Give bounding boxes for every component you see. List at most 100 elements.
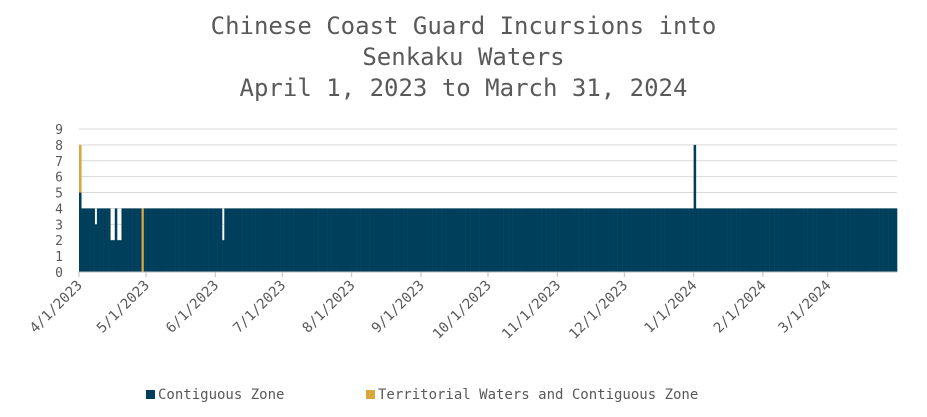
bar-contiguous-zone (561, 208, 565, 272)
bar-contiguous-zone (235, 208, 238, 272)
bar-contiguous-zone (251, 208, 254, 272)
bar-contiguous-zone (666, 208, 670, 272)
bar-contiguous-zone (300, 208, 303, 272)
bar-contiguous-zone (318, 208, 321, 272)
bar-contiguous-zone (628, 208, 632, 272)
bar-contiguous-zone (601, 208, 605, 272)
bar-contiguous-zone (92, 208, 95, 272)
bar-contiguous-zone (677, 208, 681, 272)
bar-contiguous-zone (114, 208, 118, 272)
bar-contiguous-zone (219, 208, 223, 272)
bar-contiguous-zone (148, 208, 151, 272)
bar-contiguous-zone (391, 208, 395, 272)
bar-contiguous-zone (166, 208, 169, 272)
bar-contiguous-zone (233, 208, 236, 272)
bar-contiguous-zone (660, 208, 663, 272)
bar-contiguous-zone (175, 208, 178, 272)
bar-contiguous-zone (664, 208, 668, 272)
bar-contiguous-zone (662, 208, 665, 272)
bar-contiguous-zone (356, 208, 359, 272)
bar-contiguous-zone (179, 208, 183, 272)
bar-contiguous-zone (479, 208, 482, 272)
bar-contiguous-zone (132, 208, 136, 272)
bar-contiguous-zone (210, 208, 214, 272)
bar-contiguous-zone (313, 208, 317, 272)
bar-contiguous-zone (552, 208, 556, 272)
bar-contiguous-zone (595, 208, 598, 272)
bar-contiguous-zone (177, 208, 180, 272)
bar-contiguous-zone (336, 208, 339, 272)
bar-contiguous-zone (201, 208, 205, 272)
bar-contiguous-zone (447, 208, 451, 272)
bar-contiguous-zone (170, 208, 174, 272)
bar-contiguous-zone (879, 208, 882, 272)
bar-contiguous-zone (139, 208, 142, 272)
bar-contiguous-zone (575, 208, 578, 272)
bar-contiguous-zone (631, 208, 634, 272)
bar-contiguous-zone (121, 208, 124, 272)
x-tick-label: 3/1/2024 (776, 278, 835, 337)
bars (79, 144, 898, 272)
bar-contiguous-zone (888, 208, 891, 272)
bar-contiguous-zone (608, 208, 612, 272)
bar-contiguous-zone (96, 208, 100, 272)
bar-contiguous-zone (103, 208, 107, 272)
bar-contiguous-zone (230, 208, 234, 272)
bar-contiguous-zone (525, 208, 529, 272)
bar-contiguous-zone (838, 208, 842, 272)
bar-contiguous-zone (590, 208, 594, 272)
bar-contiguous-zone (244, 208, 247, 272)
bar-contiguous-zone (709, 208, 712, 272)
bar-contiguous-zone (570, 208, 574, 272)
bar-contiguous-zone (856, 208, 860, 272)
bar-contiguous-zone (324, 208, 328, 272)
bar-contiguous-zone (407, 208, 411, 272)
bar-contiguous-zone (438, 208, 442, 272)
bar-contiguous-zone (215, 208, 218, 272)
y-tick-label: 0 (55, 266, 63, 281)
bar-contiguous-zone (85, 208, 89, 272)
bar-contiguous-zone (776, 208, 779, 272)
x-tick-label: 9/1/2023 (369, 278, 428, 337)
bar-contiguous-zone (456, 208, 460, 272)
bar-contiguous-zone (747, 208, 750, 272)
bar-contiguous-zone (242, 208, 245, 272)
y-tick-label: 2 (55, 234, 63, 249)
bar-contiguous-zone (883, 208, 887, 272)
bar-contiguous-zone (727, 208, 730, 272)
bar-contiguous-zone (521, 208, 525, 272)
bar-contiguous-zone (494, 208, 498, 272)
bar-contiguous-zone (807, 208, 811, 272)
bar-contiguous-zone (624, 208, 627, 272)
bar-contiguous-zone (94, 224, 98, 272)
bar-contiguous-zone (537, 208, 540, 272)
bar-contiguous-zone (787, 208, 791, 272)
bar-contiguous-zone (767, 208, 770, 272)
bar-contiguous-zone (510, 208, 513, 272)
bar-contiguous-zone (836, 208, 840, 272)
bar-contiguous-zone (845, 208, 849, 272)
bar-contiguous-zone (376, 208, 379, 272)
bar-contiguous-zone (753, 208, 757, 272)
bar-contiguous-zone (610, 208, 614, 272)
bar-contiguous-zone (112, 240, 116, 272)
bar-contiguous-zone (463, 208, 466, 272)
bar-contiguous-zone (396, 208, 399, 272)
bar-contiguous-zone (847, 208, 851, 272)
bar-contiguous-zone (275, 208, 279, 272)
bar-contiguous-zone (423, 208, 426, 272)
bar-contiguous-zone (168, 208, 171, 272)
bar-contiguous-zone (669, 208, 672, 272)
bar-contiguous-zone (385, 208, 388, 272)
bar-contiguous-zone (309, 208, 312, 272)
bar-contiguous-zone (613, 208, 616, 272)
y-tick-label: 3 (55, 218, 63, 233)
bar-contiguous-zone (680, 208, 683, 272)
bar-contiguous-zone (217, 208, 221, 272)
bar-contiguous-zone (398, 208, 402, 272)
bar-contiguous-zone (646, 208, 650, 272)
bar-contiguous-zone (353, 208, 357, 272)
bar-contiguous-zone (152, 208, 156, 272)
bar-contiguous-zone (539, 208, 542, 272)
bar-contiguous-zone (774, 208, 777, 272)
